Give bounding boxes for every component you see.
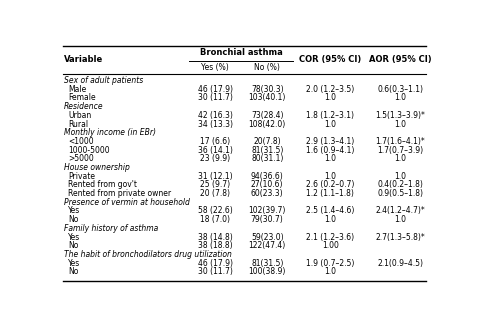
Text: 78(30.3): 78(30.3) — [251, 85, 283, 94]
Text: 2.1 (1.2–3.6): 2.1 (1.2–3.6) — [306, 232, 354, 242]
Text: 42 (16.3): 42 (16.3) — [198, 111, 233, 120]
Text: 38 (18.8): 38 (18.8) — [198, 241, 233, 250]
Text: 1.0: 1.0 — [324, 120, 336, 128]
Text: 20 (7.8): 20 (7.8) — [200, 189, 230, 198]
Text: 1.0: 1.0 — [394, 172, 407, 181]
Text: 1.0: 1.0 — [394, 215, 407, 224]
Text: 2.0 (1.2–3.5): 2.0 (1.2–3.5) — [306, 85, 354, 94]
Text: 1.0: 1.0 — [324, 154, 336, 163]
Text: 30 (11.7): 30 (11.7) — [198, 93, 233, 102]
Text: 1.2 (1.1–1.8): 1.2 (1.1–1.8) — [306, 189, 354, 198]
Text: 0.6(0.3–1.1): 0.6(0.3–1.1) — [378, 85, 424, 94]
Text: 0.9(0.5–1.8): 0.9(0.5–1.8) — [378, 189, 424, 198]
Text: 1.7(0.7–3.9): 1.7(0.7–3.9) — [378, 146, 424, 155]
Text: No (%): No (%) — [254, 63, 280, 72]
Text: <1000: <1000 — [68, 137, 94, 146]
Text: 1000-5000: 1000-5000 — [68, 146, 109, 155]
Text: 2.7(1.3–5.8)*: 2.7(1.3–5.8)* — [376, 232, 425, 242]
Text: 1.0: 1.0 — [394, 120, 407, 128]
Text: 1.0: 1.0 — [324, 267, 336, 276]
Text: 30 (11.7): 30 (11.7) — [198, 267, 233, 276]
Text: 0.4(0.2–1.8): 0.4(0.2–1.8) — [378, 180, 424, 189]
Text: 79(30.7): 79(30.7) — [251, 215, 283, 224]
Text: Sex of adult patients: Sex of adult patients — [64, 76, 143, 85]
Text: 31 (12.1): 31 (12.1) — [198, 172, 233, 181]
Text: 36 (14.1): 36 (14.1) — [198, 146, 233, 155]
Text: 73(28.4): 73(28.4) — [251, 111, 283, 120]
Text: No: No — [68, 267, 78, 276]
Text: 58 (22.6): 58 (22.6) — [198, 206, 233, 215]
Text: No: No — [68, 241, 78, 250]
Text: 60(23.3): 60(23.3) — [251, 189, 283, 198]
Text: Presence of vermin at household: Presence of vermin at household — [64, 198, 190, 207]
Text: Rural: Rural — [68, 120, 88, 128]
Text: 1.0: 1.0 — [394, 154, 407, 163]
Text: 1.5(1.3–3.9)*: 1.5(1.3–3.9)* — [376, 111, 425, 120]
Text: Rented from gov't: Rented from gov't — [68, 180, 137, 189]
Text: 17 (6.6): 17 (6.6) — [200, 137, 230, 146]
Text: Variable: Variable — [64, 55, 103, 64]
Text: 103(40.1): 103(40.1) — [249, 93, 286, 102]
Text: Family history of asthma: Family history of asthma — [64, 224, 158, 233]
Text: 46 (17.9): 46 (17.9) — [198, 85, 233, 94]
Text: 25 (9.7): 25 (9.7) — [200, 180, 230, 189]
Text: The habit of bronchodilators drug utilization: The habit of bronchodilators drug utiliz… — [64, 250, 232, 259]
Text: 1.0: 1.0 — [324, 215, 336, 224]
Text: 38 (14.8): 38 (14.8) — [198, 232, 233, 242]
Text: AOR (95% CI): AOR (95% CI) — [369, 55, 432, 64]
Text: 1.8 (1.2–3.1): 1.8 (1.2–3.1) — [306, 111, 354, 120]
Text: Urban: Urban — [68, 111, 91, 120]
Text: 2.4(1.2–4.7)*: 2.4(1.2–4.7)* — [376, 206, 425, 215]
Text: 1.0: 1.0 — [394, 93, 407, 102]
Text: 2.9 (1.3–4.1): 2.9 (1.3–4.1) — [306, 137, 354, 146]
Text: 34 (13.3): 34 (13.3) — [198, 120, 233, 128]
Text: No: No — [68, 215, 78, 224]
Text: 1.0: 1.0 — [324, 172, 336, 181]
Text: 59(23.0): 59(23.0) — [251, 232, 283, 242]
Text: 27(10.6): 27(10.6) — [251, 180, 283, 189]
Text: Bronchial asthma: Bronchial asthma — [200, 48, 282, 57]
Text: Yes: Yes — [68, 232, 80, 242]
Text: 2.5 (1.4–4.6): 2.5 (1.4–4.6) — [306, 206, 354, 215]
Text: 46 (17.9): 46 (17.9) — [198, 259, 233, 268]
Text: 122(47.4): 122(47.4) — [249, 241, 286, 250]
Text: 1.0: 1.0 — [324, 93, 336, 102]
Text: 2.1(0.9–4.5): 2.1(0.9–4.5) — [378, 259, 424, 268]
Text: Yes: Yes — [68, 259, 80, 268]
Text: 20(7.8): 20(7.8) — [253, 137, 281, 146]
Text: 2.6 (0.2–0.7): 2.6 (0.2–0.7) — [306, 180, 354, 189]
Text: 108(42.0): 108(42.0) — [249, 120, 286, 128]
Text: Monthly income (in EBr): Monthly income (in EBr) — [64, 128, 156, 137]
Text: 81(31.5): 81(31.5) — [251, 146, 283, 155]
Text: House ownership: House ownership — [64, 163, 130, 172]
Text: Yes (%): Yes (%) — [201, 63, 229, 72]
Text: Rented from private owner: Rented from private owner — [68, 189, 171, 198]
Text: 1.7(1.6–4.1)*: 1.7(1.6–4.1)* — [376, 137, 425, 146]
Text: 100(38.9): 100(38.9) — [249, 267, 286, 276]
Text: 102(39.7): 102(39.7) — [249, 206, 286, 215]
Text: 23 (9.9): 23 (9.9) — [200, 154, 230, 163]
Text: Male: Male — [68, 85, 86, 94]
Text: 94(36.6): 94(36.6) — [251, 172, 283, 181]
Text: >5000: >5000 — [68, 154, 94, 163]
Text: 1.00: 1.00 — [322, 241, 338, 250]
Text: Yes: Yes — [68, 206, 80, 215]
Text: 81(31.5): 81(31.5) — [251, 259, 283, 268]
Text: 1.6 (0.9–4.1): 1.6 (0.9–4.1) — [306, 146, 354, 155]
Text: Female: Female — [68, 93, 96, 102]
Text: 80(31.1): 80(31.1) — [251, 154, 283, 163]
Text: 18 (7.0): 18 (7.0) — [200, 215, 230, 224]
Text: Private: Private — [68, 172, 95, 181]
Text: COR (95% CI): COR (95% CI) — [299, 55, 361, 64]
Text: 1.9 (0.7–2.5): 1.9 (0.7–2.5) — [306, 259, 354, 268]
Text: Residence: Residence — [64, 102, 104, 111]
